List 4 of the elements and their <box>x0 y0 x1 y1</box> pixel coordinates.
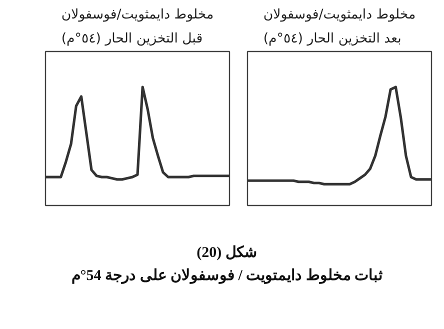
chart-title: مخلوط دايمثويت/فوسفولان بعد التخزين الحار (٥٤°م) <box>263 8 416 46</box>
text: شكل (20) <box>196 244 258 263</box>
chart-title: مخلوط دايمثويت/فوسفولان قبل التخزين الحار (٥٤°م) <box>61 8 214 46</box>
text: ثبات مخلوط دايمتويت / فوسفولان على درجة 54°م <box>71 267 383 286</box>
